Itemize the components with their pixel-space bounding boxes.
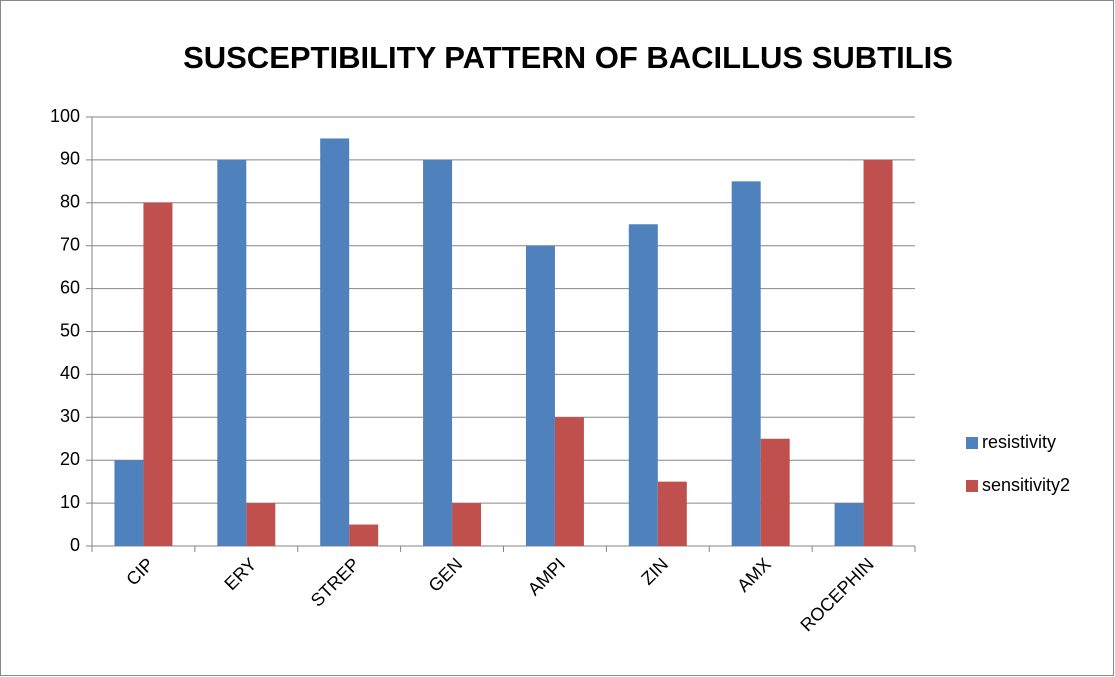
bar — [246, 503, 276, 546]
legend-label: resistivity — [982, 432, 1056, 452]
legend-swatch — [966, 480, 978, 492]
y-tick-label: 90 — [60, 149, 80, 169]
bar — [657, 481, 687, 546]
y-tick-label: 50 — [60, 320, 80, 340]
y-tick-label: 10 — [60, 492, 80, 512]
y-tick-label: 0 — [70, 535, 80, 555]
legend-swatch — [966, 437, 978, 449]
y-tick-label: 20 — [60, 449, 80, 469]
bar — [452, 503, 482, 546]
bar — [863, 159, 893, 546]
y-tick-label: 30 — [60, 406, 80, 426]
bar — [628, 224, 658, 546]
bar — [349, 524, 379, 546]
bar — [760, 438, 790, 546]
legend-label: sensitivity2 — [982, 475, 1070, 495]
y-tick-label: 60 — [60, 277, 80, 297]
bar — [731, 181, 761, 546]
bar — [834, 503, 864, 546]
bar — [320, 138, 350, 546]
bar — [423, 159, 453, 546]
y-tick-label: 70 — [60, 234, 80, 254]
chart-title: SUSCEPTIBILITY PATTERN OF BACILLUS SUBTI… — [183, 40, 953, 75]
bar — [217, 159, 247, 546]
bar — [554, 417, 584, 546]
y-tick-label: 80 — [60, 192, 80, 212]
bar — [525, 245, 555, 546]
y-tick-label: 100 — [50, 106, 80, 126]
y-tick-label: 40 — [60, 363, 80, 383]
bar — [114, 460, 144, 546]
bar — [143, 202, 173, 547]
